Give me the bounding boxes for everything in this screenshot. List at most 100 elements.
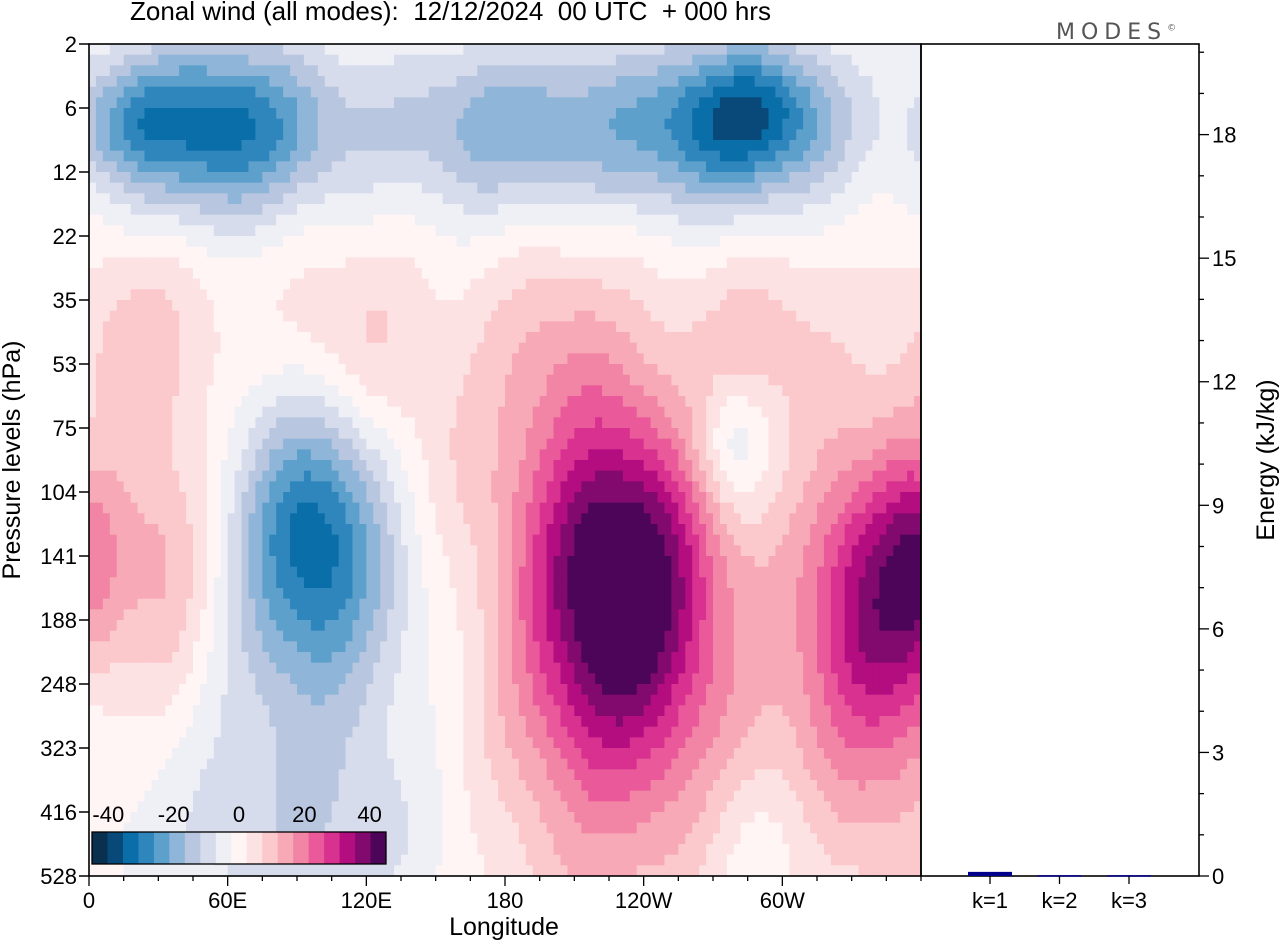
field-cell bbox=[511, 108, 520, 120]
field-cell bbox=[837, 44, 846, 56]
field-cell bbox=[165, 118, 173, 130]
field-cell bbox=[615, 342, 624, 354]
field-cell bbox=[574, 76, 582, 88]
field-cell bbox=[193, 310, 201, 322]
field-cell bbox=[352, 332, 360, 344]
field-cell bbox=[872, 150, 880, 162]
field-cell bbox=[740, 129, 749, 141]
field-cell bbox=[373, 161, 381, 173]
chart-title: Zonal wind (all modes): 12/12/2024 00 UT… bbox=[130, 0, 771, 26]
field-cell bbox=[331, 364, 340, 376]
field-cell bbox=[830, 385, 839, 397]
field-cell bbox=[636, 396, 645, 408]
field-cell bbox=[137, 86, 146, 98]
field-cell bbox=[456, 150, 464, 162]
field-cell bbox=[442, 342, 451, 354]
field-cell bbox=[602, 214, 610, 226]
field-cell bbox=[858, 268, 867, 280]
field-cell bbox=[886, 300, 894, 312]
field-cell bbox=[220, 364, 229, 376]
field-cell bbox=[830, 193, 839, 205]
field-cell bbox=[116, 385, 125, 397]
field-cell bbox=[297, 246, 305, 258]
field-cell bbox=[435, 321, 444, 333]
field-cell bbox=[643, 118, 652, 130]
field-cell bbox=[151, 150, 159, 162]
field-cell bbox=[872, 406, 880, 418]
field-cell bbox=[657, 182, 666, 194]
field-cell bbox=[539, 204, 548, 216]
field-cell bbox=[234, 150, 243, 162]
field-row bbox=[89, 428, 921, 440]
field-cell bbox=[851, 278, 860, 290]
field-row bbox=[89, 204, 921, 216]
field-cell bbox=[352, 97, 360, 109]
field-cell bbox=[865, 310, 874, 322]
field-cell bbox=[401, 470, 409, 482]
field-cell bbox=[560, 246, 568, 258]
field-cell bbox=[95, 438, 104, 450]
field-cell bbox=[338, 76, 347, 88]
field-cell bbox=[407, 449, 416, 461]
field-cell bbox=[803, 182, 811, 194]
field-cell bbox=[546, 108, 555, 120]
field-cell bbox=[137, 396, 146, 408]
field-cell bbox=[622, 332, 631, 344]
field-cell bbox=[359, 332, 367, 344]
field-cell bbox=[914, 150, 921, 162]
field-cell bbox=[186, 140, 194, 152]
field-cell bbox=[442, 182, 451, 194]
field-cell bbox=[719, 246, 728, 258]
field-cell bbox=[851, 182, 860, 194]
field-cell bbox=[428, 193, 437, 205]
field-cell bbox=[470, 268, 478, 280]
field-cell bbox=[532, 385, 541, 397]
field-cell bbox=[525, 396, 534, 408]
field-cell bbox=[394, 86, 402, 98]
field-cell bbox=[303, 321, 312, 333]
field-cell bbox=[650, 54, 659, 66]
field-cell bbox=[234, 140, 243, 152]
field-cell bbox=[865, 428, 874, 440]
field-cell bbox=[345, 54, 354, 66]
field-cell bbox=[477, 470, 485, 482]
field-cell bbox=[539, 406, 548, 418]
field-cell bbox=[470, 396, 478, 408]
field-cell bbox=[844, 332, 853, 344]
field-cell bbox=[567, 150, 575, 162]
field-cell bbox=[581, 97, 589, 109]
field-cell bbox=[331, 385, 340, 397]
field-cell bbox=[581, 150, 589, 162]
field-cell bbox=[477, 396, 485, 408]
field-cell bbox=[525, 470, 534, 482]
field-cell bbox=[678, 332, 686, 344]
field-cell bbox=[671, 118, 679, 130]
field-cell bbox=[699, 246, 707, 258]
field-cell bbox=[685, 214, 693, 226]
field-cell bbox=[830, 44, 839, 56]
field-cell bbox=[137, 449, 146, 461]
field-cell bbox=[186, 44, 194, 56]
field-cell bbox=[872, 225, 880, 237]
field-cell bbox=[303, 150, 312, 162]
field-cell bbox=[664, 406, 672, 418]
field-cell bbox=[193, 428, 201, 440]
field-cell bbox=[643, 385, 652, 397]
field-cell bbox=[303, 140, 312, 152]
field-cell bbox=[914, 385, 921, 397]
field-cell bbox=[276, 76, 284, 88]
field-cell bbox=[574, 438, 582, 450]
field-cell bbox=[789, 129, 797, 141]
field-cell bbox=[477, 289, 485, 301]
field-cell bbox=[643, 396, 652, 408]
field-cell bbox=[380, 438, 388, 450]
field-cell bbox=[352, 172, 360, 184]
field-cell bbox=[803, 108, 811, 120]
field-cell bbox=[297, 353, 305, 365]
field-cell bbox=[421, 460, 430, 472]
field-cell bbox=[491, 310, 499, 322]
field-cell bbox=[886, 364, 894, 376]
field-cell bbox=[893, 214, 901, 226]
field-cell bbox=[165, 182, 173, 194]
field-cell bbox=[893, 76, 901, 88]
